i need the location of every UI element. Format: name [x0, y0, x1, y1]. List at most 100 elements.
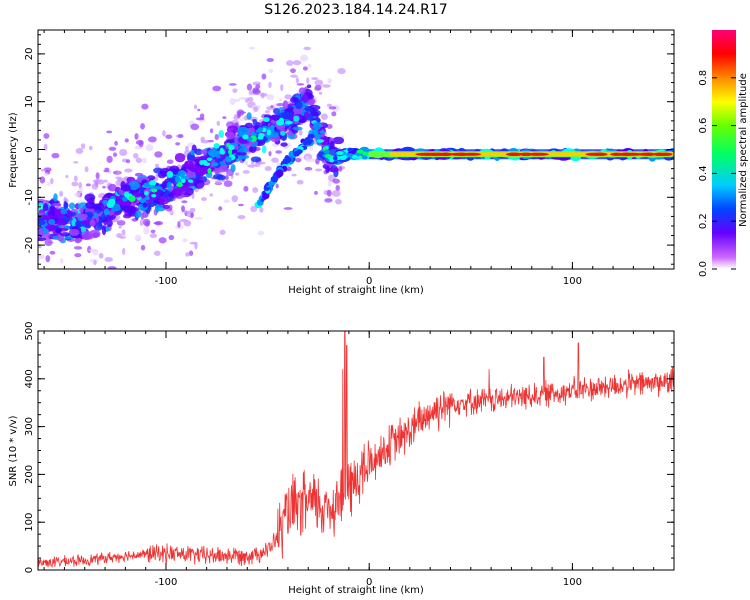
heatmap-cell [193, 104, 198, 110]
heatmap-cell [203, 162, 211, 166]
heatmap-cell [101, 213, 106, 221]
heatmap-cell [331, 190, 341, 197]
heatmap-cell [257, 135, 264, 140]
heatmap-cell [96, 179, 105, 185]
heatmap-cell [259, 206, 264, 213]
heatmap-cell [68, 202, 76, 210]
heatmap-cell [261, 73, 267, 80]
heatmap-cell [118, 225, 122, 229]
heatmap-cell [76, 213, 88, 219]
heatmap-cell [200, 149, 208, 155]
heatmap-cell [69, 211, 77, 216]
heatmap-cell [338, 166, 343, 172]
heatmap-cell [181, 200, 188, 204]
heatmap-cell [255, 84, 261, 90]
heatmap-cell [40, 168, 46, 172]
heatmap-cell [291, 173, 297, 177]
heatmap-cell [237, 215, 246, 220]
heatmap-cell [158, 197, 166, 204]
heatmap-cell [158, 237, 167, 244]
heatmap-cell [169, 196, 174, 202]
heatmap-cell [139, 187, 145, 195]
heatmap-cell [229, 98, 236, 105]
heatmap-cell [316, 139, 325, 143]
heatmap-cell [264, 166, 272, 172]
heatmap-cell [187, 179, 194, 183]
heatmap-cell [104, 257, 113, 263]
heatmap-cell [332, 178, 341, 184]
heatmap-cell [218, 206, 223, 211]
heatmap-cell [98, 202, 104, 211]
heatmap-cell [73, 175, 78, 182]
heatmap-cell [38, 220, 46, 226]
heatmap-cell [304, 166, 313, 171]
heatmap-cell [48, 218, 56, 225]
heatmap-cell [286, 157, 292, 163]
heatmap-cell [84, 193, 96, 202]
heatmap-cell [506, 152, 517, 156]
heatmap-cell [280, 142, 288, 147]
spectrogram-x-ticks: -100 0 100 [43, 30, 675, 287]
snr-x-ticks: -100 0 100 [43, 331, 675, 588]
heatmap-cell [415, 152, 435, 156]
heatmap-cell [318, 91, 323, 95]
snr-x-tick-label: 100 [563, 577, 582, 588]
heatmap-cell [102, 200, 109, 205]
heatmap-cell [103, 179, 108, 183]
heatmap-cell [263, 117, 270, 122]
heatmap-cell [63, 217, 73, 222]
heatmap-cell [326, 189, 332, 197]
heatmap-cell [101, 225, 107, 236]
heatmap-cell [51, 152, 60, 159]
colorbar-tick-label: 0.4 [698, 165, 709, 181]
heatmap-cell [84, 166, 89, 173]
heatmap-cell [38, 214, 43, 221]
heatmap-cell [107, 266, 117, 269]
heatmap-cell [124, 191, 130, 198]
heatmap-cell [119, 201, 127, 206]
heatmap-cell [182, 238, 188, 243]
colorbar-tick-label: 0.6 [698, 118, 709, 134]
heatmap-cell [325, 165, 330, 174]
heatmap-cell [38, 228, 45, 236]
heatmap-cell [112, 152, 118, 157]
heatmap-cell [326, 103, 333, 107]
heatmap-cell [174, 152, 186, 163]
heatmap-cell [295, 77, 300, 84]
heatmap-cell [46, 182, 51, 187]
heatmap-cell [139, 198, 145, 204]
heatmap-cell [128, 180, 140, 191]
heatmap-cell [332, 156, 338, 161]
heatmap-cell [44, 173, 49, 176]
heatmap-cell [81, 219, 91, 225]
heatmap-cell [280, 84, 284, 92]
heatmap-cell [183, 220, 192, 227]
heatmap-cell [228, 83, 237, 86]
heatmap-cell [226, 131, 235, 140]
heatmap-cell [212, 173, 224, 180]
heatmap-cell [248, 146, 254, 152]
heatmap-cell [235, 172, 240, 176]
heatmap-cell [658, 152, 673, 156]
heatmap-cell [223, 180, 233, 187]
heatmap-cell [257, 161, 266, 165]
snr-y-tick-label: 200 [24, 465, 35, 484]
heatmap-cell [247, 96, 254, 102]
heatmap-cell [301, 93, 309, 103]
heatmap-cell [225, 156, 232, 163]
heatmap-cell [181, 178, 186, 184]
heatmap-cell [107, 183, 118, 192]
heatmap-cell [175, 142, 181, 146]
heatmap-cell [194, 217, 203, 220]
colorbar-tick-label: 0.8 [698, 70, 709, 86]
heatmap-cell [259, 92, 268, 97]
heatmap-cell [270, 105, 274, 108]
heatmap-cell [197, 108, 201, 112]
heatmap-cell [103, 169, 110, 173]
heatmap-cell [294, 100, 303, 110]
heatmap-cell [166, 170, 174, 178]
heatmap-cell [640, 152, 657, 156]
heatmap-cell [85, 183, 91, 187]
heatmap-cell [292, 60, 302, 66]
